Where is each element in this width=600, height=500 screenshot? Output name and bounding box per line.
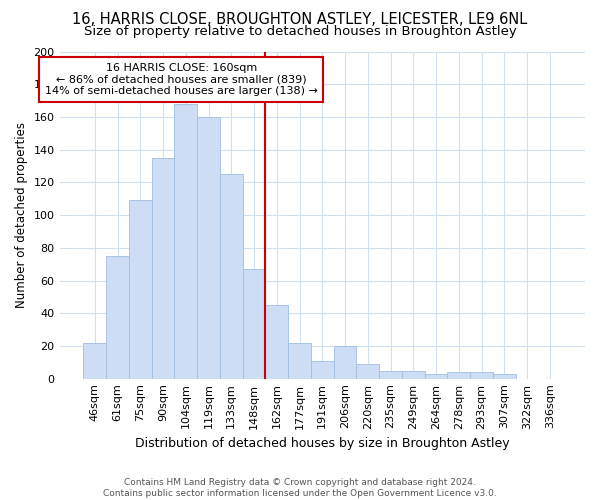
- Bar: [242, 269, 265, 378]
- Text: 16 HARRIS CLOSE: 160sqm
← 86% of detached houses are smaller (839)
14% of semi-d: 16 HARRIS CLOSE: 160sqm ← 86% of detache…: [45, 63, 317, 96]
- Bar: [288, 342, 311, 378]
- Y-axis label: Number of detached properties: Number of detached properties: [15, 122, 28, 308]
- Bar: [425, 374, 448, 378]
- Bar: [220, 174, 242, 378]
- Bar: [448, 372, 470, 378]
- Bar: [379, 370, 402, 378]
- Text: Size of property relative to detached houses in Broughton Astley: Size of property relative to detached ho…: [83, 25, 517, 38]
- Text: 16, HARRIS CLOSE, BROUGHTON ASTLEY, LEICESTER, LE9 6NL: 16, HARRIS CLOSE, BROUGHTON ASTLEY, LEIC…: [73, 12, 527, 28]
- Bar: [470, 372, 493, 378]
- Bar: [334, 346, 356, 378]
- Bar: [129, 200, 152, 378]
- Text: Contains HM Land Registry data © Crown copyright and database right 2024.
Contai: Contains HM Land Registry data © Crown c…: [103, 478, 497, 498]
- Bar: [265, 305, 288, 378]
- Bar: [83, 342, 106, 378]
- Bar: [152, 158, 175, 378]
- Bar: [175, 104, 197, 378]
- X-axis label: Distribution of detached houses by size in Broughton Astley: Distribution of detached houses by size …: [135, 437, 509, 450]
- Bar: [493, 374, 515, 378]
- Bar: [311, 360, 334, 378]
- Bar: [356, 364, 379, 378]
- Bar: [106, 256, 129, 378]
- Bar: [197, 117, 220, 378]
- Bar: [402, 370, 425, 378]
